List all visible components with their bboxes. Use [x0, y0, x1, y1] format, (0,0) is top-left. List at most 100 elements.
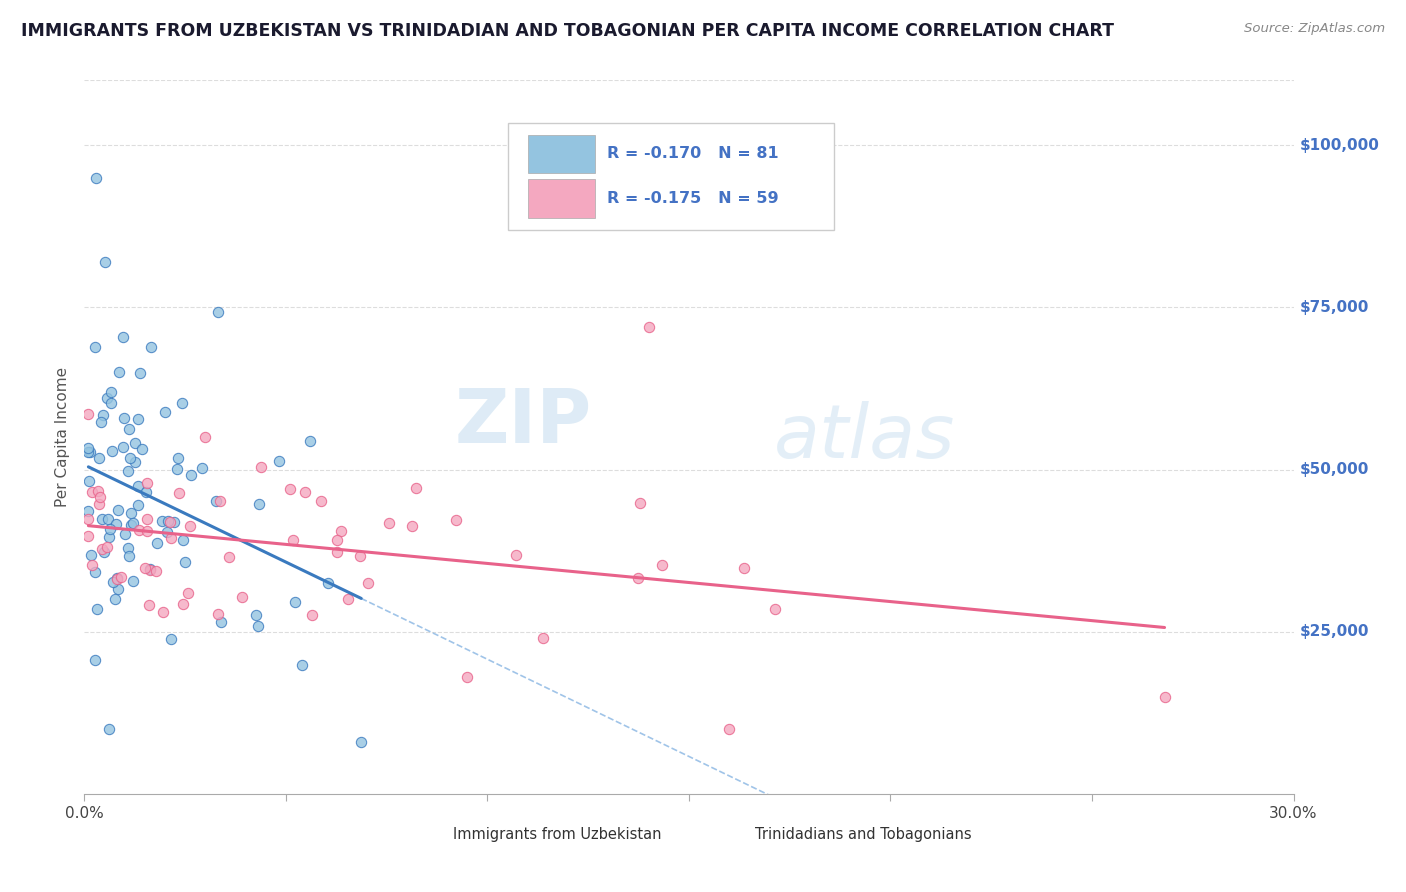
Point	[101, 574, 124, 589]
Point	[156, 514, 179, 528]
Point	[291, 658, 314, 673]
Point	[107, 570, 129, 584]
Point	[505, 548, 527, 562]
Point	[110, 570, 132, 584]
Point	[209, 615, 232, 629]
Point	[299, 434, 322, 449]
Point	[401, 519, 423, 533]
Point	[336, 591, 359, 606]
Point	[97, 512, 120, 526]
Point	[87, 483, 110, 498]
Point	[120, 506, 142, 520]
Point	[93, 545, 115, 559]
FancyBboxPatch shape	[529, 135, 595, 173]
Point	[138, 561, 160, 575]
Point	[163, 515, 186, 529]
Point	[763, 602, 786, 616]
Point	[129, 366, 152, 380]
Point	[218, 550, 240, 565]
Point	[172, 597, 194, 611]
Point	[77, 445, 100, 459]
Point	[152, 605, 174, 619]
Text: Source: ZipAtlas.com: Source: ZipAtlas.com	[1244, 22, 1385, 36]
Text: R = -0.170   N = 81: R = -0.170 N = 81	[607, 146, 779, 161]
Point	[167, 485, 190, 500]
Point	[191, 461, 214, 475]
Point	[153, 405, 176, 419]
Point	[127, 412, 149, 426]
Point	[90, 512, 112, 526]
Text: $100,000: $100,000	[1299, 137, 1379, 153]
Point	[207, 305, 229, 319]
Point	[136, 524, 159, 538]
Point	[209, 494, 232, 508]
Point	[98, 530, 121, 544]
FancyBboxPatch shape	[405, 819, 451, 851]
Point	[83, 340, 105, 354]
Point	[245, 607, 267, 622]
Point	[124, 455, 146, 469]
FancyBboxPatch shape	[529, 179, 595, 218]
Point	[97, 722, 120, 736]
Text: atlas: atlas	[773, 401, 955, 473]
Point	[350, 735, 373, 749]
Point	[150, 514, 173, 528]
Point	[134, 560, 156, 574]
Point	[120, 451, 142, 466]
Point	[172, 533, 194, 547]
Point	[160, 531, 183, 545]
Point	[172, 396, 194, 410]
Point	[651, 558, 673, 572]
Point	[79, 445, 101, 459]
Point	[83, 653, 105, 667]
Point	[122, 574, 145, 588]
Point	[96, 540, 118, 554]
Point	[349, 549, 371, 563]
Point	[124, 435, 146, 450]
Point	[139, 563, 162, 577]
Point	[90, 542, 112, 557]
Point	[316, 575, 339, 590]
Point	[107, 582, 129, 597]
Point	[93, 408, 115, 422]
Point	[179, 518, 201, 533]
Point	[84, 565, 107, 579]
Point	[135, 475, 157, 490]
Point	[139, 340, 162, 354]
Point	[104, 516, 127, 531]
Point	[444, 513, 467, 527]
Point	[87, 451, 110, 466]
Point	[194, 430, 217, 444]
Point	[77, 441, 100, 455]
Point	[121, 516, 143, 530]
Point	[86, 170, 108, 185]
Y-axis label: Per Capita Income: Per Capita Income	[55, 367, 70, 508]
Point	[90, 415, 112, 429]
Point	[80, 548, 103, 562]
FancyBboxPatch shape	[707, 819, 754, 851]
Text: IMMIGRANTS FROM UZBEKISTAN VS TRINIDADIAN AND TOBAGONIAN PER CAPITA INCOME CORRE: IMMIGRANTS FROM UZBEKISTAN VS TRINIDADIA…	[21, 22, 1114, 40]
Point	[205, 494, 228, 508]
Point	[247, 497, 270, 511]
Point	[166, 462, 188, 476]
Point	[156, 524, 179, 539]
Point	[118, 421, 141, 435]
Point	[284, 595, 307, 609]
Point	[118, 549, 141, 563]
Point	[89, 491, 111, 505]
Point	[77, 504, 100, 518]
Point	[120, 517, 142, 532]
Point	[138, 599, 160, 613]
Point	[77, 407, 100, 421]
Point	[131, 442, 153, 456]
Point	[159, 632, 181, 646]
Point	[278, 482, 301, 496]
Point	[301, 608, 323, 623]
Text: $75,000: $75,000	[1299, 300, 1369, 315]
Point	[108, 365, 131, 379]
Point	[326, 533, 349, 548]
Text: $50,000: $50,000	[1299, 462, 1369, 477]
Point	[93, 255, 115, 269]
Point	[281, 533, 304, 547]
Point	[326, 544, 349, 558]
